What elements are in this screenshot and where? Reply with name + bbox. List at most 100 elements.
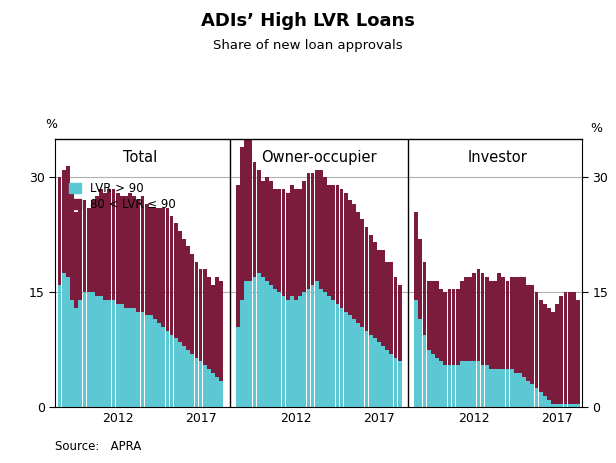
Bar [369,335,373,407]
Bar [70,300,74,407]
Bar [219,381,223,407]
Bar [514,373,517,407]
Bar [207,277,211,369]
Bar [137,312,140,407]
Bar [75,212,78,308]
Bar [356,323,360,407]
Bar [174,338,177,407]
Bar [389,262,393,354]
Bar [339,308,344,407]
Bar [211,285,215,373]
Bar [153,208,157,319]
Bar [456,365,460,407]
Bar [265,177,269,281]
Bar [219,281,223,381]
Bar [477,269,480,362]
Bar [315,281,318,407]
Bar [178,231,182,342]
Bar [394,277,397,357]
Bar [456,288,460,365]
Bar [373,243,376,338]
Bar [444,365,447,407]
Bar [348,315,352,407]
Bar [245,131,248,281]
Bar [485,365,488,407]
Bar [576,404,580,407]
Bar [518,373,522,407]
Bar [572,404,576,407]
Bar [140,312,144,407]
Bar [178,342,182,407]
Bar [568,292,572,404]
Bar [107,189,111,300]
Bar [95,296,99,407]
Bar [182,346,186,407]
Bar [149,315,153,407]
Bar [140,196,144,312]
Bar [535,292,538,388]
Bar [302,292,306,407]
Bar [468,362,472,407]
Bar [336,185,339,304]
Bar [261,277,265,407]
Bar [506,281,509,369]
Bar [530,384,534,407]
Bar [323,177,327,292]
Bar [111,189,115,300]
Bar [477,362,480,407]
Bar [269,181,273,285]
Bar [497,273,501,369]
Bar [274,288,277,407]
Bar [78,300,82,407]
Bar [365,227,368,331]
Bar [265,281,269,407]
Bar [195,357,198,407]
Bar [257,169,261,273]
Bar [99,296,103,407]
Bar [302,181,306,292]
Bar [551,312,555,404]
Bar [447,365,452,407]
Bar [182,238,186,346]
Bar [83,292,86,407]
Bar [464,362,468,407]
Bar [348,200,352,315]
Bar [331,300,335,407]
Bar [78,204,82,300]
Bar [62,169,66,273]
Bar [215,277,219,377]
Bar [269,285,273,407]
Bar [245,281,248,407]
Bar [365,331,368,407]
Bar [472,273,476,362]
Bar [307,174,310,288]
Bar [240,300,244,407]
Bar [290,296,294,407]
Bar [352,319,356,407]
Bar [381,346,385,407]
Bar [62,273,66,407]
Bar [543,396,547,407]
Bar [70,189,74,300]
Bar [190,354,194,407]
Bar [215,377,219,407]
Text: %: % [590,122,602,135]
Text: Share of new loan approvals: Share of new loan approvals [213,39,403,52]
Bar [460,362,464,407]
Bar [568,404,572,407]
Bar [157,208,161,323]
Bar [248,281,253,407]
Bar [236,327,240,407]
Bar [360,219,364,327]
Bar [547,400,551,407]
Bar [336,304,339,407]
Bar [576,300,580,404]
Bar [468,277,472,362]
Bar [398,285,402,362]
Bar [286,300,290,407]
Bar [427,281,431,350]
Bar [485,277,488,365]
Bar [522,377,526,407]
Bar [543,304,547,396]
Bar [166,331,169,407]
